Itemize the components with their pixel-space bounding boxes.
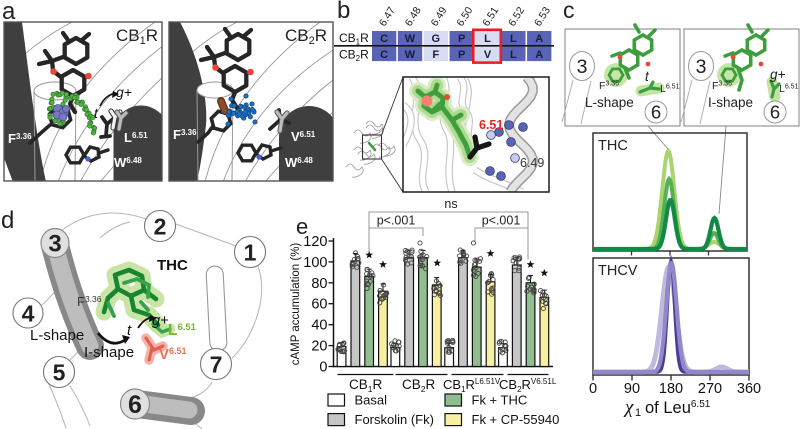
svg-text:G: G	[432, 33, 441, 45]
svg-text:6.49: 6.49	[520, 156, 544, 170]
svg-text:χ: χ	[623, 397, 634, 418]
svg-text:0: 0	[319, 360, 327, 376]
svg-text:W: W	[405, 33, 416, 45]
svg-text:F: F	[432, 49, 439, 61]
svg-text:3: 3	[48, 231, 61, 258]
svg-text:p<.001: p<.001	[482, 214, 521, 228]
svg-text:CB2R: CB2R	[402, 377, 436, 394]
svg-text:CB1R: CB1R	[339, 31, 369, 47]
svg-text:1: 1	[635, 407, 641, 419]
svg-text:g+: g+	[116, 84, 132, 100]
svg-text:A: A	[535, 33, 543, 45]
svg-text:Basal: Basal	[355, 393, 388, 408]
svg-text:7: 7	[210, 352, 223, 378]
svg-text:t: t	[645, 69, 650, 84]
svg-text:40: 40	[311, 318, 327, 334]
svg-text:cAMP accumulation (%): cAMP accumulation (%)	[290, 243, 302, 366]
svg-text:C: C	[380, 33, 388, 45]
svg-text:CB2R: CB2R	[339, 48, 369, 64]
svg-text:90: 90	[624, 381, 640, 397]
svg-text:ns: ns	[444, 197, 457, 211]
svg-text:6: 6	[128, 391, 142, 419]
svg-text:d: d	[1, 207, 14, 234]
svg-text:1: 1	[244, 240, 257, 266]
svg-text:P: P	[458, 33, 465, 45]
svg-text:I-shape: I-shape	[84, 344, 134, 361]
svg-text:60: 60	[311, 297, 327, 313]
svg-text:L: L	[510, 49, 517, 61]
svg-text:L: L	[484, 33, 491, 45]
svg-text:P: P	[458, 49, 465, 61]
svg-text:c: c	[563, 0, 575, 23]
svg-text:0: 0	[589, 381, 597, 397]
svg-text:g+: g+	[152, 313, 169, 329]
svg-text:I-shape: I-shape	[708, 95, 753, 110]
svg-text:6.51: 6.51	[479, 118, 503, 132]
svg-text:6: 6	[770, 102, 780, 123]
svg-text:3: 3	[577, 56, 588, 78]
svg-text:Fk + THC: Fk + THC	[472, 393, 528, 408]
svg-text:270: 270	[698, 381, 722, 397]
svg-text:C: C	[380, 49, 388, 61]
svg-text:t: t	[127, 323, 132, 339]
svg-text:p<.001: p<.001	[377, 214, 416, 228]
svg-text:THC: THC	[157, 257, 188, 274]
svg-text:b: b	[337, 0, 350, 24]
svg-text:180: 180	[659, 381, 683, 397]
svg-text:t: t	[94, 105, 99, 121]
svg-text:2: 2	[154, 214, 167, 240]
svg-text:4: 4	[22, 301, 35, 327]
svg-text:THCV: THCV	[598, 263, 638, 279]
svg-text:20: 20	[311, 339, 327, 355]
svg-text:Fk + CP-55940: Fk + CP-55940	[472, 412, 560, 427]
svg-text:120: 120	[303, 234, 327, 250]
svg-text:V: V	[484, 49, 492, 61]
svg-text:3: 3	[696, 56, 707, 78]
svg-text:L-shape: L-shape	[30, 327, 84, 344]
svg-text:6: 6	[651, 102, 661, 123]
svg-text:L-shape: L-shape	[585, 95, 634, 110]
svg-text:W: W	[405, 49, 416, 61]
svg-text:360: 360	[737, 381, 761, 397]
svg-text:Forskolin (Fk): Forskolin (Fk)	[355, 412, 434, 427]
svg-text:THC: THC	[598, 138, 628, 154]
svg-text:CB1R: CB1R	[116, 26, 158, 47]
svg-text:CB2R: CB2R	[285, 26, 327, 47]
svg-text:A: A	[535, 49, 543, 61]
svg-text:100: 100	[303, 255, 327, 271]
svg-text:e: e	[296, 214, 308, 239]
svg-text:80: 80	[311, 276, 327, 292]
svg-text:5: 5	[53, 360, 66, 386]
svg-text:L: L	[510, 33, 517, 45]
svg-text:a: a	[2, 0, 16, 25]
svg-text:g+: g+	[770, 67, 786, 82]
svg-text:CB1R: CB1R	[349, 377, 383, 394]
